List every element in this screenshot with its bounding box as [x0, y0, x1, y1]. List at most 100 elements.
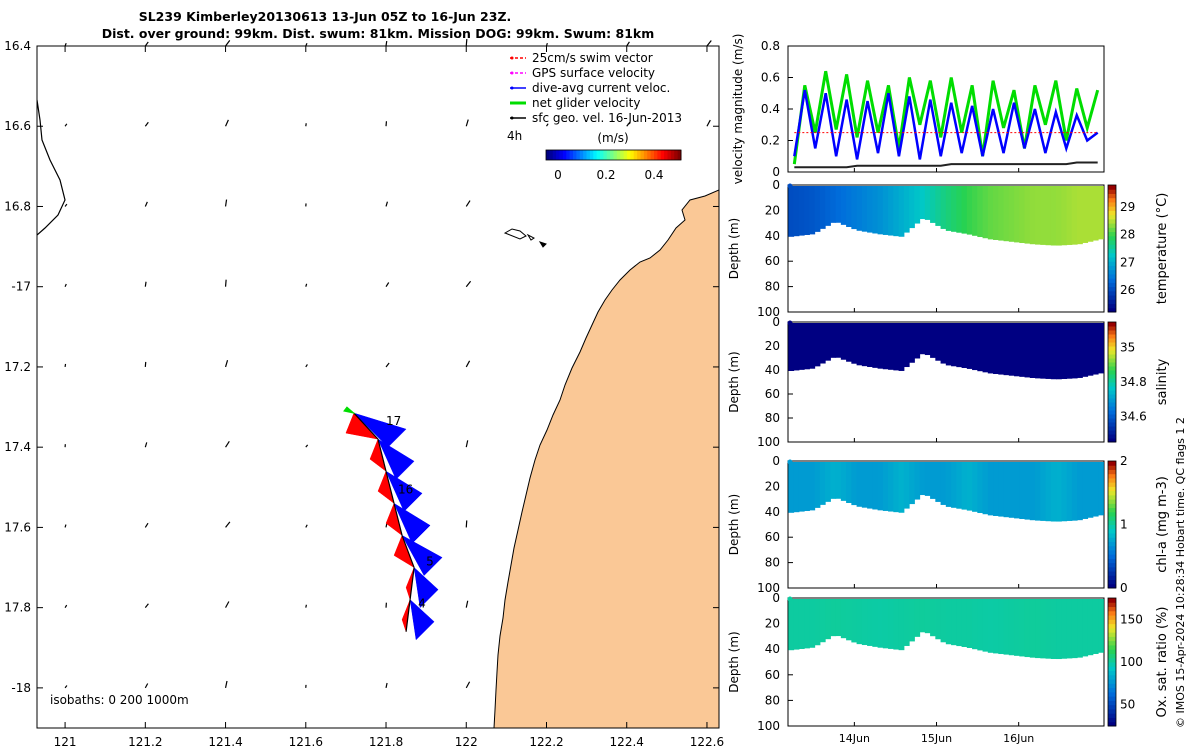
profile-column: [1092, 462, 1099, 517]
profile-column: [961, 186, 968, 234]
colorbar-cell: [1108, 507, 1116, 513]
colorbar-cell: [1108, 524, 1116, 530]
depth-panel-frame: [787, 321, 1105, 443]
colorbar-cell: [1108, 330, 1116, 335]
profile-column: [924, 323, 931, 356]
profile-column: [1003, 323, 1010, 376]
colorbar-cell: [1108, 382, 1116, 387]
colorbar-label: Ox. sat. ratio (%): [1155, 607, 1170, 718]
side-note: © IMOS 15-Apr-2024 10:28:34 Hobart time.…: [1174, 417, 1187, 728]
y-tick-label: 16.4: [4, 39, 31, 53]
colorbar-cell: [1108, 322, 1116, 327]
colorbar-cell: [1108, 602, 1116, 608]
colorbar-cell: [1108, 653, 1116, 659]
colorbar-cell: [1108, 426, 1116, 431]
colorbar-cell: [633, 150, 638, 160]
legend-label: GPS surface velocity: [532, 66, 655, 80]
profile-column: [788, 323, 795, 371]
colorbar-cell: [1108, 193, 1116, 199]
colorbar-cell: [1108, 713, 1116, 718]
profile-column: [867, 186, 873, 233]
colorbar-cell: [1108, 414, 1116, 419]
colorbar-cell: [620, 150, 625, 160]
colorbar-cell: [1108, 598, 1116, 603]
profile-column: [1066, 599, 1073, 659]
profile-column: [882, 462, 889, 511]
profile-column: [804, 323, 810, 370]
colorbar-frame: [1107, 597, 1117, 727]
profile-column: [919, 462, 926, 496]
colorbar-cell: [627, 150, 631, 160]
profile-column: [961, 462, 968, 510]
profile-column: [1087, 323, 1094, 376]
legend-label: sfc geo. vel. 16-Jun-2013: [532, 111, 682, 125]
colorbar-cell: [579, 150, 584, 160]
surface-velocity-arrow: [305, 364, 308, 368]
profile-column: [1019, 323, 1026, 377]
profile-column: [856, 599, 863, 645]
profile-column: [919, 186, 926, 220]
surface-velocity-arrow: [465, 200, 471, 207]
x-tick-label: 121.8: [369, 735, 403, 749]
profile-column: [1050, 462, 1057, 522]
colorbar-cell: [1108, 469, 1116, 475]
profile-column: [798, 599, 805, 649]
profile-column: [945, 599, 952, 645]
profile-column: [1014, 323, 1020, 377]
profile-column: [846, 186, 852, 227]
colorbar-cell: [1108, 342, 1116, 347]
depth-y-tick-label: 100: [757, 435, 780, 449]
depth-y-tick-label: 100: [757, 581, 780, 595]
profile-column: [793, 462, 800, 513]
colorbar-cell: [670, 150, 675, 160]
colorbar-cell: [1108, 490, 1116, 496]
depth-y-tick-label: 60: [765, 254, 780, 268]
profile-column: [924, 186, 931, 220]
profile-column: [804, 186, 810, 235]
surface-velocity-arrow: [225, 40, 231, 47]
colorbar-cell: [1108, 571, 1116, 576]
dive-avg-current-vector: [377, 438, 415, 480]
colorbar-tick-label: 26: [1120, 283, 1135, 297]
profile-column: [909, 186, 915, 229]
colorbar-cell: [549, 150, 554, 160]
profile-column: [998, 186, 1005, 241]
profile-column: [814, 323, 821, 367]
profile-column: [1040, 462, 1047, 521]
day-label: 17: [386, 414, 401, 428]
profile-column: [993, 599, 999, 654]
colorbar-cell: [1108, 378, 1116, 383]
colorbar-cell: [1108, 438, 1116, 443]
profile-column: [872, 323, 879, 368]
colorbar-cell: [677, 150, 682, 160]
profile-column: [1008, 186, 1015, 242]
profile-column: [987, 462, 994, 516]
colorbar-cell: [1108, 532, 1116, 538]
colorbar-cell: [569, 150, 574, 160]
profile-column: [888, 462, 894, 512]
surface-velocity-arrow: [64, 123, 68, 127]
profile-column: [982, 462, 989, 515]
surface-velocity-arrow: [144, 683, 149, 689]
colorbar-cell: [1108, 350, 1116, 355]
profile-column: [861, 186, 868, 232]
surface-velocity-arrow: [626, 121, 631, 127]
profile-column: [972, 599, 978, 650]
profile-column: [830, 323, 837, 358]
depth-y-tick-label: 20: [765, 617, 780, 631]
y-tick-label: -18: [11, 681, 31, 695]
colorbar-cell: [1108, 286, 1116, 292]
depth-y-tick-label: 40: [765, 505, 780, 519]
velocity-y-tick-label: 0.4: [761, 102, 780, 116]
colorbar-cell: [1108, 717, 1116, 723]
profile-column: [935, 186, 942, 226]
profile-column: [898, 186, 905, 237]
profile-column: [924, 462, 931, 496]
colorbar-cell: [1108, 640, 1116, 646]
surface-dot: [787, 183, 793, 189]
surface-velocity-arrow: [224, 279, 227, 287]
colorbar-cell: [1108, 486, 1116, 492]
profile-column: [840, 462, 847, 501]
profile-column: [867, 462, 873, 509]
colorbar-cell: [1108, 240, 1116, 245]
